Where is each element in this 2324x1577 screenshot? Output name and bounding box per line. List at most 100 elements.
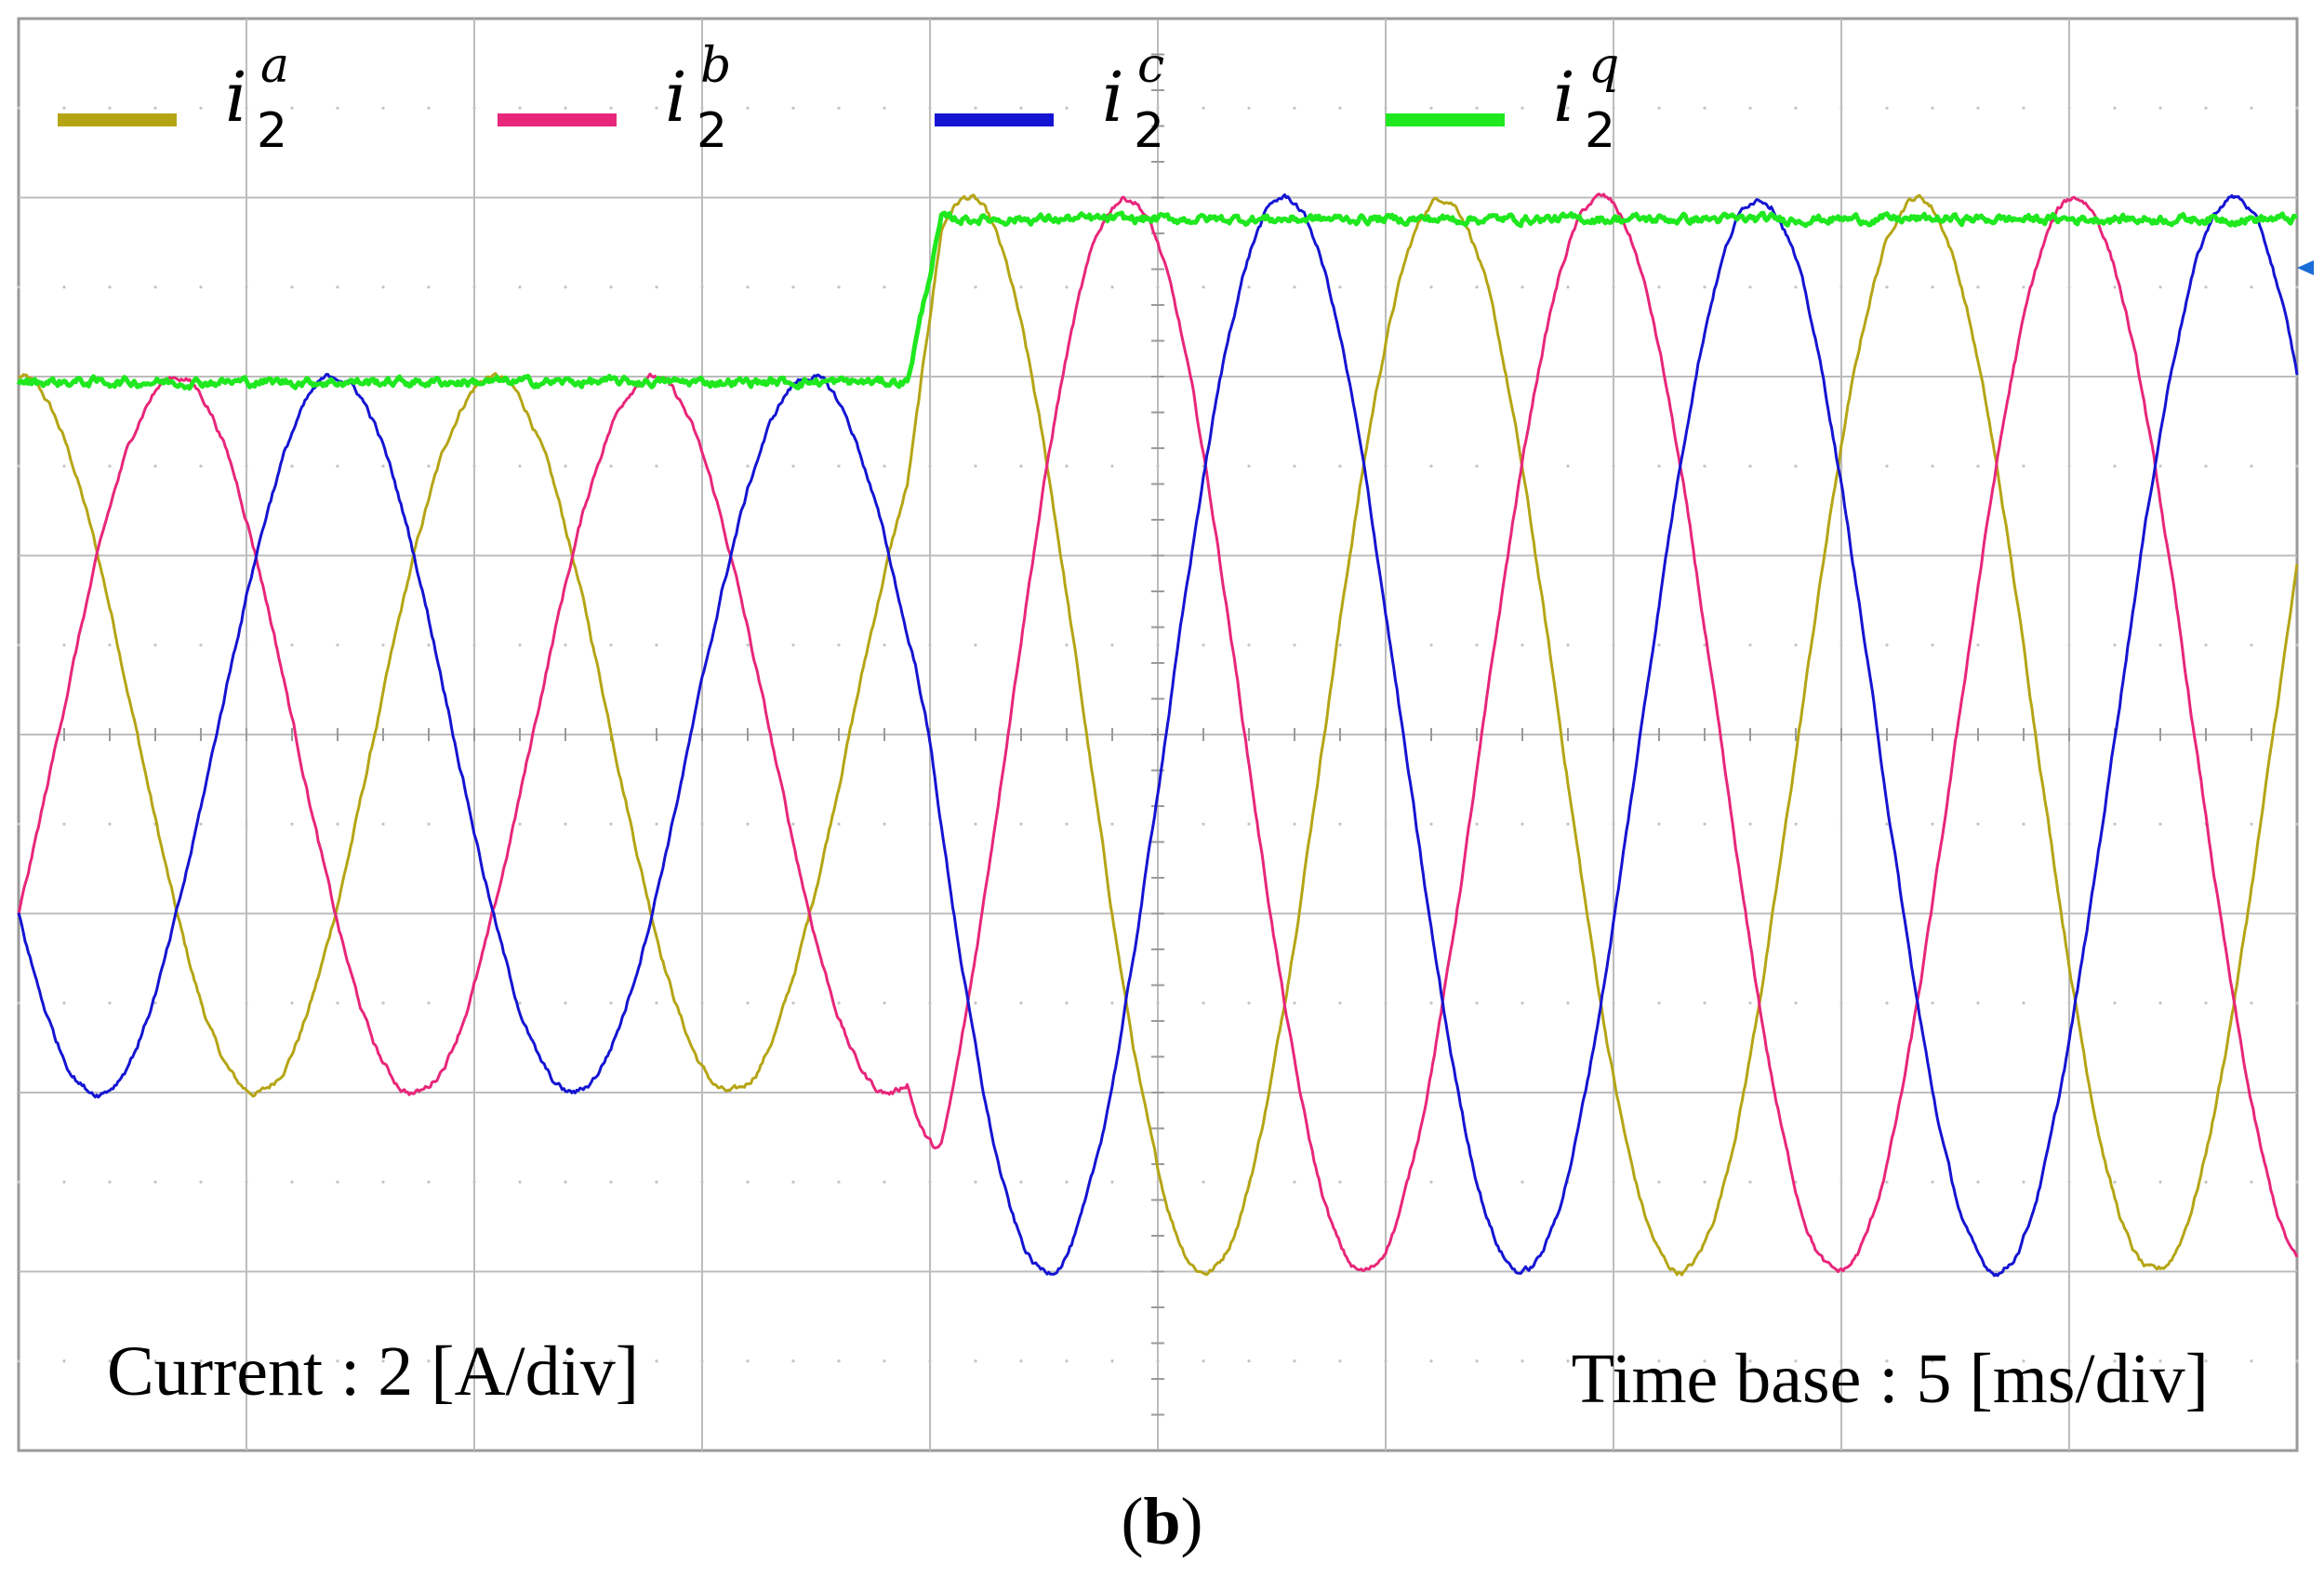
grid-dot	[1657, 1180, 1661, 1184]
grid-dot	[1521, 822, 1524, 826]
grid-dot	[974, 1180, 977, 1184]
grid-dot	[2158, 285, 2162, 289]
grid-dot	[928, 1001, 932, 1005]
grid-dot	[62, 285, 66, 289]
grid-dot	[62, 1180, 66, 1184]
grid-dot	[564, 643, 567, 647]
grid-dot	[290, 1001, 294, 1005]
grid-dot	[336, 464, 339, 468]
trace-a	[18, 193, 2299, 1277]
grid-dot	[62, 464, 66, 468]
grid-dot	[655, 464, 658, 468]
grid-dot	[1110, 1001, 1114, 1005]
grid-dot	[290, 1180, 294, 1184]
grid-dot	[974, 643, 977, 647]
grid-dot	[1065, 464, 1069, 468]
grid-dot	[837, 1001, 841, 1005]
grid-dot	[199, 643, 203, 647]
grid-dot	[1247, 822, 1251, 826]
grid-dot	[746, 643, 750, 647]
grid-dot	[791, 822, 795, 826]
grid-dot	[290, 822, 294, 826]
grid-dot	[2158, 643, 2162, 647]
grid-dot	[108, 822, 112, 826]
grid-dot	[609, 1359, 613, 1363]
grid-dot	[837, 285, 841, 289]
grid-dot	[2158, 1180, 2162, 1184]
grid-dot	[472, 285, 476, 289]
grid-dot	[2022, 1180, 2025, 1184]
grid-dot	[472, 1359, 476, 1363]
grid-dot	[2204, 464, 2208, 468]
grid-dot	[883, 106, 886, 110]
grid-dot	[153, 1359, 157, 1363]
grid-dot	[427, 106, 431, 110]
grid-dot	[1429, 643, 1433, 647]
current-scale-label: Current : 2 [A/div]	[107, 1332, 639, 1411]
grid-dot	[746, 1180, 750, 1184]
grid-dot	[1976, 1359, 1980, 1363]
grid-dot	[883, 643, 886, 647]
grid-dot	[381, 106, 385, 110]
grid-dot	[108, 1001, 112, 1005]
grid-dot	[17, 822, 20, 826]
grid-dot	[1566, 285, 1570, 289]
grid-dot	[518, 464, 522, 468]
grid-dot	[1247, 1001, 1251, 1005]
grid-dot	[700, 643, 704, 647]
grid-dot	[427, 822, 431, 826]
legend-swatch-a	[58, 113, 177, 126]
legend-label-a: i	[225, 58, 247, 138]
grid-dot	[17, 106, 20, 110]
grid-dot	[1931, 285, 1934, 289]
grid-dot	[2113, 106, 2117, 110]
grid-dot	[1156, 1359, 1160, 1363]
grid-dot	[1384, 1359, 1388, 1363]
grid-dot	[2158, 106, 2162, 110]
grid-dot	[2250, 643, 2253, 647]
grid-dot	[1703, 285, 1706, 289]
grid-dot	[2067, 1180, 2071, 1184]
grid-dot	[1657, 464, 1661, 468]
grid-dot	[1065, 285, 1069, 289]
grid-dot	[1293, 464, 1296, 468]
grid-dot	[427, 1180, 431, 1184]
grid-dot	[1384, 1001, 1388, 1005]
grid-dot	[1976, 822, 1980, 826]
grid-dot	[2022, 1359, 2025, 1363]
grid-dot	[199, 106, 203, 110]
grid-dot	[153, 1001, 157, 1005]
grid-dot	[336, 1180, 339, 1184]
grid-dot	[1293, 106, 1296, 110]
grid-dot	[1657, 106, 1661, 110]
grid-dot	[791, 1359, 795, 1363]
grid-dot	[336, 643, 339, 647]
grid-dot	[1521, 1359, 1524, 1363]
grid-dot	[2204, 285, 2208, 289]
grid-dot	[655, 1359, 658, 1363]
grid-dot	[928, 1180, 932, 1184]
grid-dot	[2022, 1001, 2025, 1005]
grid-dot	[1794, 106, 1798, 110]
grid-dot	[2204, 1180, 2208, 1184]
grid-dot	[1202, 285, 1205, 289]
grid-dot	[17, 1180, 20, 1184]
grid-dot	[2067, 1359, 2071, 1363]
grid-dot	[1019, 285, 1023, 289]
grid-dot	[928, 106, 932, 110]
grid-dot	[1885, 106, 1889, 110]
grid-dot	[974, 285, 977, 289]
traces	[16, 192, 2299, 1278]
grid-dot	[1338, 643, 1342, 647]
trigger-marker-icon	[2297, 260, 2314, 275]
grid-dot	[2250, 1359, 2253, 1363]
legend-superscript-q: q	[1588, 38, 1619, 94]
grid-dot	[518, 822, 522, 826]
grid-dot	[1931, 822, 1934, 826]
grid-dot	[427, 1001, 431, 1005]
grid-dot	[1338, 1001, 1342, 1005]
grid-dot	[1110, 106, 1114, 110]
grid-dot	[974, 106, 977, 110]
grid-dot	[1019, 1001, 1023, 1005]
grid-dot	[1612, 464, 1615, 468]
